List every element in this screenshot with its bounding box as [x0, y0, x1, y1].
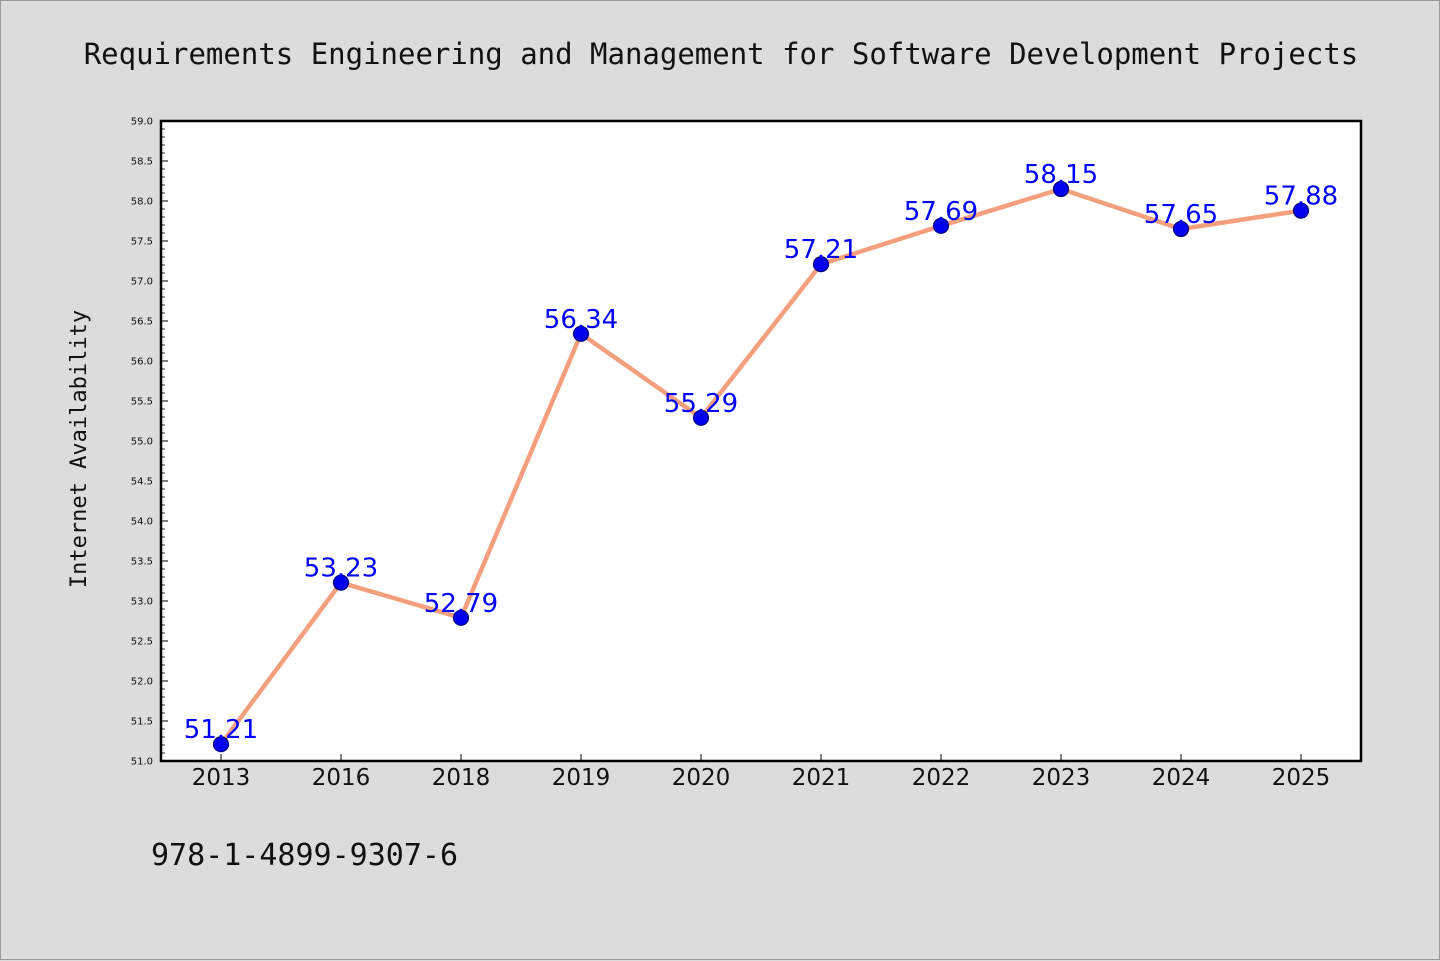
series-line: [219, 186, 1302, 746]
y-tick-label: 59.0: [131, 117, 153, 128]
x-tick-label: 2013: [192, 765, 251, 791]
y-tick-label: 53.0: [131, 597, 153, 608]
y-tick-label: 54.0: [131, 517, 153, 528]
y-axis-label: Internet Availability: [67, 310, 92, 588]
data-label: 57.88: [1264, 182, 1338, 212]
data-point: [692, 409, 710, 426]
data-point: [332, 574, 350, 591]
data-label: 51.21: [184, 715, 258, 745]
x-tick-label: 2020: [672, 765, 731, 791]
data-point: [1172, 220, 1190, 238]
x-tick-label: 2025: [1272, 765, 1331, 791]
y-tick-label: 52.0: [131, 677, 153, 688]
y-tick-label: 57.5: [131, 237, 153, 248]
y-tick-label: 54.5: [131, 477, 153, 488]
data-label: 57.65: [1144, 200, 1218, 230]
y-tick-label: 55.5: [131, 397, 153, 408]
x-axis-ticks: 2013 2016 2018 2019 2020 2021 2022 2023 2024 2025: [192, 754, 1331, 791]
y-tick-label: 56.5: [131, 317, 153, 328]
y-tick-label: 55.0: [131, 437, 153, 448]
plot-area: [159, 119, 1363, 763]
chart-title: Requirements Engineering and Management …: [84, 37, 1359, 71]
x-tick-label: 2019: [552, 765, 611, 791]
y-tick-label: 57.0: [131, 277, 153, 288]
x-tick-label: 2016: [312, 765, 371, 791]
data-label: 57.21: [784, 235, 858, 265]
y-tick-label: 53.5: [131, 557, 153, 568]
data-point: [1052, 180, 1070, 198]
data-point: [932, 217, 950, 234]
y-tick-label: 51.0: [131, 757, 153, 768]
y-tick-label: 58.0: [131, 197, 153, 208]
data-point: [212, 736, 230, 753]
x-tick-label: 2023: [1032, 765, 1091, 791]
x-tick-label: 2024: [1152, 765, 1211, 791]
data-point: [452, 609, 470, 626]
y-tick-label: 51.5: [131, 717, 153, 728]
y-tick-label: 52.5: [131, 637, 153, 648]
data-label: 52.79: [424, 589, 498, 619]
x-tick-label: 2021: [792, 765, 851, 791]
y-axis-ticks: 51.0 51.5 52.0 52.5 53.0 53.5 54.0 54.5 55.0 55.5…: [131, 117, 168, 768]
data-label: 58.15: [1024, 160, 1098, 190]
data-label: 53.23: [304, 554, 378, 584]
y-tick-label: 58.5: [131, 157, 153, 168]
data-point: [1292, 202, 1310, 219]
data-point: [812, 256, 830, 273]
data-labels: 51.21 53.23 52.79 56.34 55.29 57.21 57.69 58.15…: [184, 160, 1338, 745]
data-label: 56.34: [544, 305, 618, 335]
data-point: [572, 325, 590, 342]
y-tick-label: 56.0: [131, 357, 153, 368]
data-label: 55.29: [664, 389, 738, 419]
x-tick-label: 2022: [912, 765, 971, 791]
data-label: 57.69: [904, 197, 978, 227]
x-tick-label: 2018: [432, 765, 491, 791]
series-layer: [212, 180, 1310, 753]
isbn-text: 978-1-4899-9307-6: [151, 838, 458, 873]
